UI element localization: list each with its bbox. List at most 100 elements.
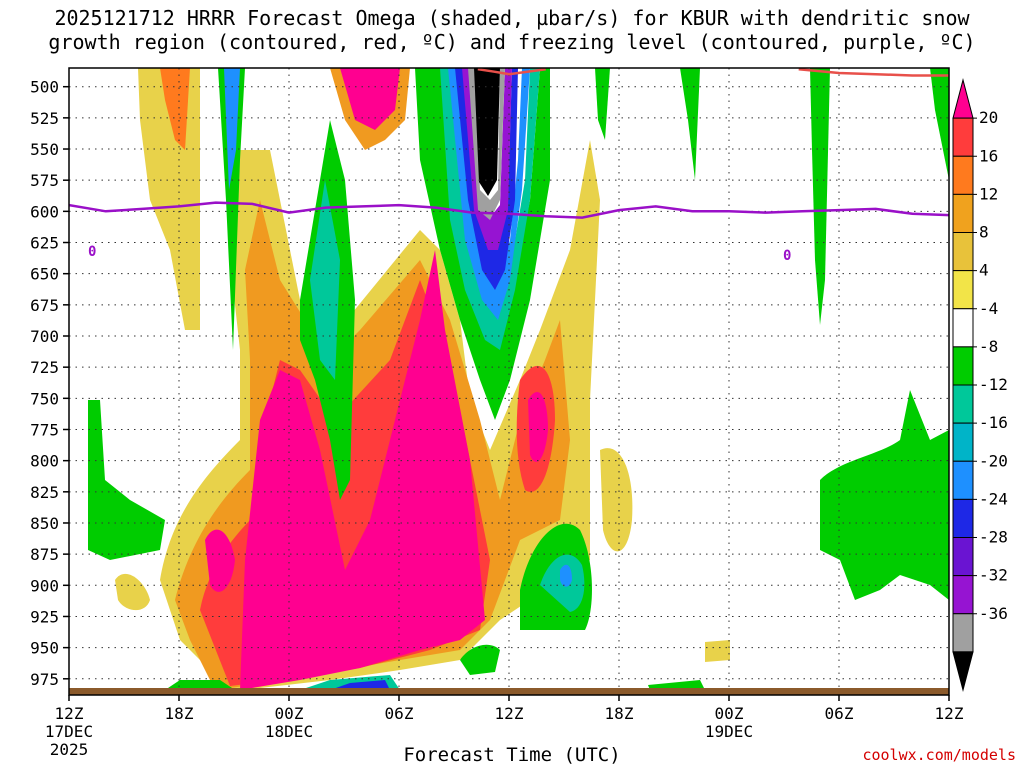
colorbar-swatch	[952, 498, 974, 538]
omega-region-teal-center	[310, 180, 340, 380]
y-tick-label: 725	[30, 358, 59, 377]
colorbar-label: 20	[979, 108, 998, 127]
omega-region-green-dot1	[460, 644, 500, 675]
credit-text: coolwx.com/models	[862, 746, 1016, 764]
x-tick-label: 00Z	[715, 704, 744, 723]
freezing-level-contour	[69, 201, 949, 219]
colorbar-swatch	[952, 193, 974, 233]
colorbar-label: -12	[979, 375, 1008, 394]
colorbar-label: -20	[979, 451, 1008, 470]
colorbar-swatch	[952, 575, 974, 615]
y-tick-label: 700	[30, 327, 59, 346]
omega-region-yellow-dot	[705, 640, 730, 662]
y-tick-label: 925	[30, 607, 59, 626]
colorbar-swatch	[952, 537, 974, 577]
omega-region-green-left	[88, 400, 165, 560]
omega-region-yellow-low	[115, 573, 150, 611]
colorbar-swatch	[952, 346, 974, 386]
omega-region-green-right-top1	[595, 68, 610, 140]
y-tick-label: 775	[30, 420, 59, 439]
colorbar-label: -32	[979, 566, 1008, 585]
omega-region-green-right-low	[820, 390, 949, 600]
colorbar-label: -16	[979, 413, 1008, 432]
y-tick-label: 600	[30, 202, 59, 221]
x-tick-label: 06Z	[825, 704, 854, 723]
omega-region-green-dot2	[648, 680, 705, 690]
y-tick-label: 550	[30, 140, 59, 159]
title-line-1: 2025121712 HRRR Forecast Omega (shaded, …	[54, 6, 970, 30]
y-axis: 500 525 550 575 600 625 650 675 700 725 750 775 800 8…	[30, 78, 69, 689]
chart-title: 2025121712 HRRR Forecast Omega (shaded, …	[0, 6, 1024, 54]
omega-region-orange-top	[160, 68, 190, 150]
freezing-level-label-2: 0	[783, 248, 791, 264]
colorbar-swatch	[952, 384, 974, 424]
y-tick-label: 675	[30, 296, 59, 315]
colorbar-label: 12	[979, 184, 998, 203]
omega-region-blue-left	[218, 68, 245, 350]
omega-shading	[88, 68, 949, 690]
omega-region-black-tall	[474, 68, 500, 196]
y-tick-label: 850	[30, 514, 59, 533]
omega-region-green-right-top4	[930, 68, 949, 180]
snow-growth-contour-2	[798, 68, 949, 77]
y-tick-label: 900	[30, 576, 59, 595]
colorbar-label: -8	[979, 337, 998, 356]
y-tick-label: 950	[30, 639, 59, 658]
colorbar-swatch	[952, 117, 974, 157]
omega-region-purple-tall	[462, 68, 512, 250]
x-tick-label: 12Z	[55, 704, 84, 723]
colorbar-swatch	[952, 232, 974, 272]
y-tick-label: 875	[30, 545, 59, 564]
x-tick-label: 18Z	[605, 704, 634, 723]
x-tick-label: 12Z	[495, 704, 524, 723]
y-tick-label: 575	[30, 171, 59, 190]
y-tick-label: 750	[30, 389, 59, 408]
x-tick-label: 06Z	[385, 704, 414, 723]
x-tick-date: 18DEC	[265, 722, 313, 741]
omega-region-magenta-right	[528, 391, 548, 462]
y-tick-label: 525	[30, 109, 59, 128]
omega-region-cyan-left	[224, 68, 240, 190]
colorbar-swatch	[952, 308, 974, 348]
y-tick-label: 625	[30, 234, 59, 253]
y-tick-label: 500	[30, 78, 59, 97]
omega-region-green-right-top2	[680, 68, 700, 180]
colorbar-label: 4	[979, 261, 989, 280]
colorbar-swatch	[952, 422, 974, 462]
omega-region-surface-blue2	[330, 680, 390, 690]
colorbar-swatch	[952, 651, 974, 692]
colorbar-swatch	[952, 460, 974, 500]
omega-region-green-surface	[165, 680, 235, 690]
x-tick-label: 18Z	[165, 704, 194, 723]
y-tick-label: 650	[30, 265, 59, 284]
x-tick-year: 2025	[50, 740, 89, 759]
colorbar-swatch	[952, 270, 974, 310]
ground-surface	[69, 688, 949, 695]
colorbar-swatch	[952, 613, 974, 653]
title-line-2: growth region (contoured, red, ºC) and f…	[48, 30, 976, 54]
omega-region-green-right-top3	[810, 68, 830, 325]
omega-region-gray-tall	[468, 68, 505, 220]
x-tick-date: 19DEC	[705, 722, 753, 741]
x-tick-label: 00Z	[275, 704, 304, 723]
snow-growth-contour-1	[477, 68, 546, 76]
colorbar-swatch	[952, 155, 974, 195]
freezing-level-label-1: 0	[88, 244, 96, 260]
omega-region-magenta-left	[205, 529, 235, 592]
omega-region-magenta-main	[240, 250, 485, 690]
omega-region-blue-low	[560, 564, 572, 587]
y-tick-label: 800	[30, 452, 59, 471]
y-tick-label: 825	[30, 483, 59, 502]
colorbar-label: -24	[979, 489, 1008, 508]
colorbar-swatch	[952, 78, 974, 119]
colorbar-label: 8	[979, 223, 989, 242]
colorbar-label: -36	[979, 604, 1008, 623]
grid	[69, 68, 949, 695]
omega-region-teal-tall	[440, 68, 540, 350]
colorbar-label: -28	[979, 528, 1008, 547]
colorbar-label: 16	[979, 146, 998, 165]
omega-region-yellow-small	[600, 448, 633, 552]
y-tick-label: 975	[30, 670, 59, 689]
